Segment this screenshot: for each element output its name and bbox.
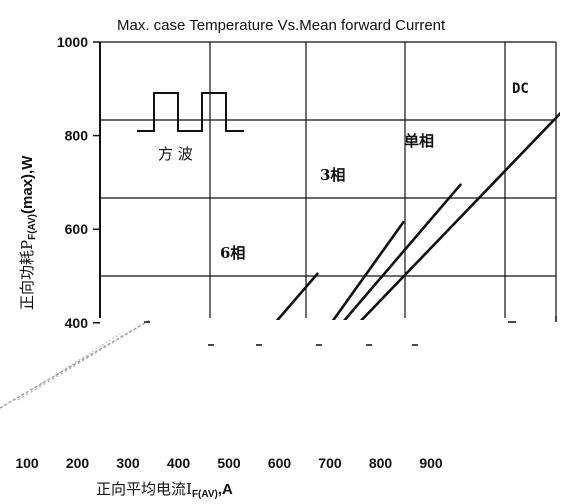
series-line bbox=[275, 272, 319, 320]
x-tick-label: 800 bbox=[369, 455, 393, 471]
x-tick-label: 100 bbox=[15, 455, 39, 471]
x-tick-label: 400 bbox=[167, 455, 191, 471]
y-axis-label: 正向功耗PF(AV)(max),W bbox=[18, 155, 38, 310]
square-wave-icon bbox=[137, 92, 244, 132]
square-wave-inset: 方 波 bbox=[137, 92, 244, 163]
faded-artifacts bbox=[0, 316, 557, 409]
x-tick-label: 900 bbox=[419, 455, 443, 471]
x-tick-label: 200 bbox=[66, 455, 90, 471]
x-axis-label: 正向平均电流IF(AV),A bbox=[96, 480, 233, 500]
chart-title: Max. case Temperature Vs.Mean forward Cu… bbox=[117, 17, 446, 34]
y-tick-label: 800 bbox=[65, 128, 89, 144]
series-label: 3相 bbox=[320, 166, 345, 184]
series-layer bbox=[275, 111, 560, 320]
series-label: 单相 bbox=[404, 132, 434, 150]
x-tick-labels: 100 200 300 400 500 600 700 800 900 bbox=[15, 455, 443, 471]
series-line bbox=[331, 220, 405, 320]
inset-label: 方 波 bbox=[158, 145, 193, 163]
x-tick-label: 500 bbox=[217, 455, 241, 471]
y-tick-label: 400 bbox=[65, 315, 89, 331]
series-label: DC bbox=[512, 81, 529, 97]
series-label: 6相 bbox=[220, 244, 245, 262]
series-line bbox=[359, 111, 560, 320]
series-line bbox=[343, 183, 462, 320]
y-tick-label: 1000 bbox=[57, 34, 88, 50]
x-tick-label: 300 bbox=[116, 455, 140, 471]
x-tick-label: 700 bbox=[318, 455, 342, 471]
y-tick-label: 600 bbox=[65, 221, 89, 237]
x-tick-label: 600 bbox=[268, 455, 292, 471]
y-tick-labels: 400 600 800 1000 bbox=[57, 34, 100, 331]
